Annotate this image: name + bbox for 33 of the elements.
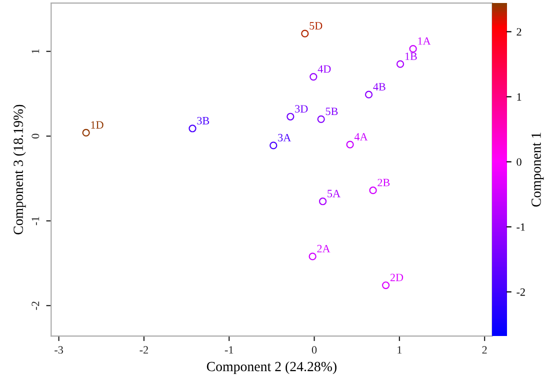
annotation: 2A xyxy=(317,244,330,252)
annotation: 5A xyxy=(328,190,340,198)
annotation: 4A xyxy=(354,133,368,140)
y-tick-label: 1 xyxy=(32,49,40,54)
color-bar-label: -2 xyxy=(516,288,525,296)
x-tick-label: -2 xyxy=(140,346,148,354)
annotation: 3B xyxy=(197,116,210,124)
x-tick-label: -1 xyxy=(224,346,234,354)
annotation: 2B xyxy=(378,178,390,186)
annotation: 1B xyxy=(405,52,417,60)
color-bar-label: 1 xyxy=(517,93,522,101)
color-bar-title: Component 1 xyxy=(532,132,544,207)
x-axis-title: Component 2 (24.28%) xyxy=(206,361,336,374)
annotation: 1A xyxy=(418,37,431,45)
annotation: 5B xyxy=(326,108,338,116)
x-tick-label: -3 xyxy=(54,346,64,354)
x-tick-label: 0 xyxy=(312,346,317,354)
color-bar-label: 2 xyxy=(516,28,522,36)
annotation: 5D xyxy=(310,22,322,30)
y-axis-title: Component 3 (18.19%) xyxy=(13,104,26,234)
x-tick-label: 1 xyxy=(398,346,402,354)
y-tick-label: -2 xyxy=(32,302,40,310)
annotation: 3D xyxy=(295,105,308,113)
x-tick-label: 2 xyxy=(482,346,487,354)
annotation: 4B xyxy=(373,83,386,90)
y-tick-label: 0 xyxy=(32,134,40,138)
color-bar-label: -1 xyxy=(516,223,525,231)
annotation: 3A xyxy=(278,134,292,142)
y-tick-label: -1 xyxy=(32,216,40,226)
annotation: 2D xyxy=(390,274,404,282)
color-bar-label: 0 xyxy=(516,158,522,166)
annotation: 4D xyxy=(318,65,331,73)
annotation: 1D xyxy=(91,121,104,129)
